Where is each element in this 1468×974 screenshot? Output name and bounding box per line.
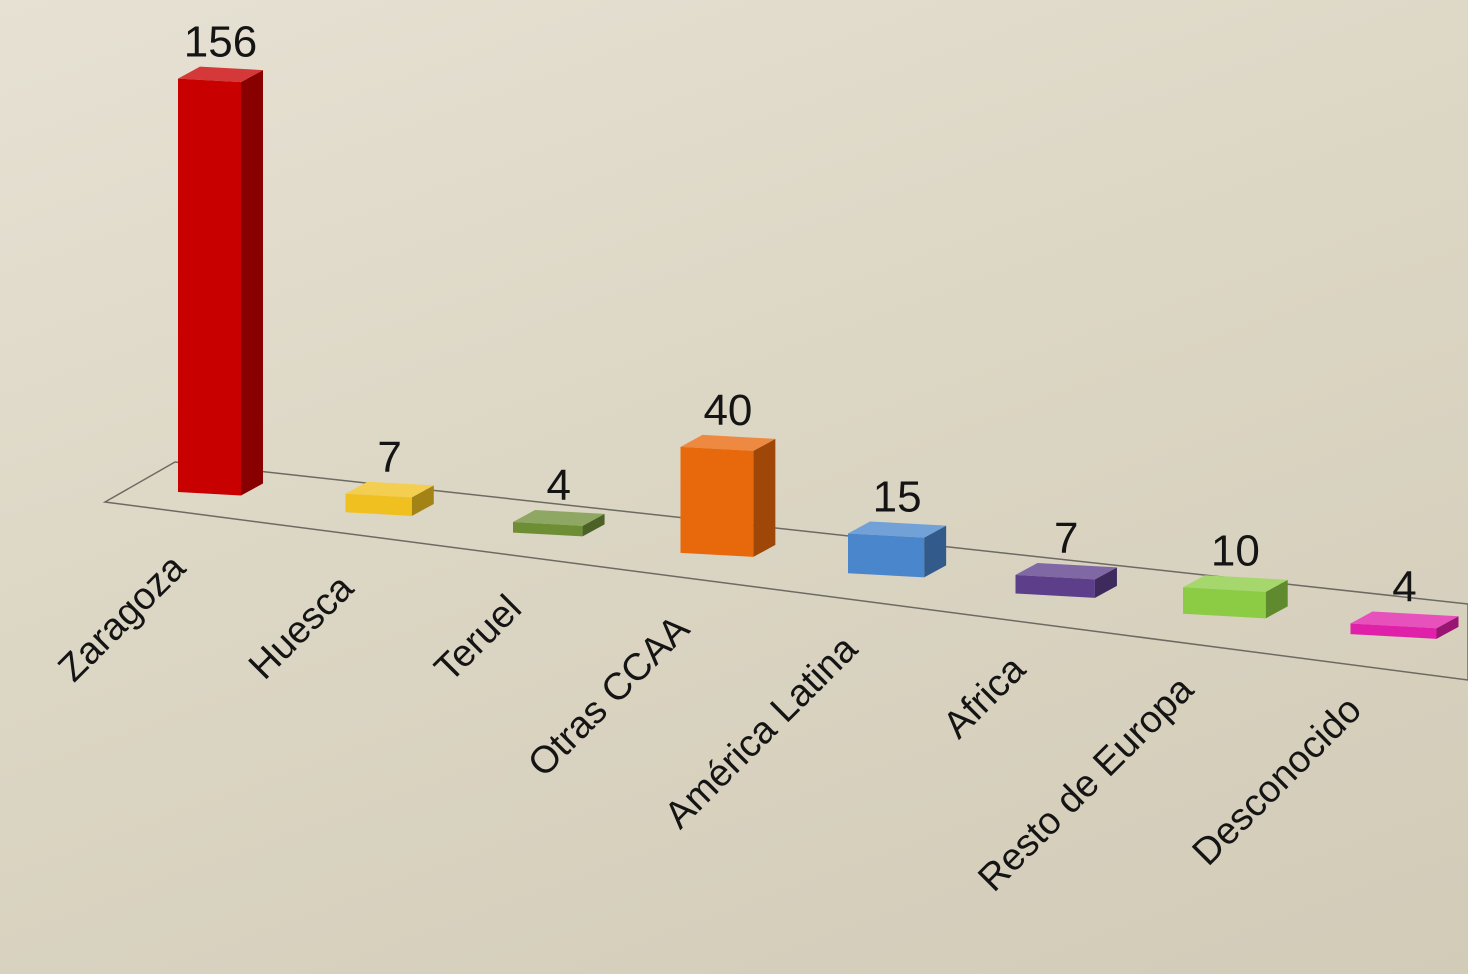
bar-side-otras-ccaa bbox=[753, 438, 776, 557]
bar-top-africa bbox=[1015, 562, 1117, 580]
category-label-desconocido: Desconocido bbox=[1185, 689, 1370, 874]
bar-top-teruel bbox=[513, 510, 605, 526]
bar-teruel bbox=[513, 510, 605, 537]
chart-floor bbox=[102, 461, 1468, 681]
value-label-america-latina: 15 bbox=[873, 472, 922, 521]
bar-side-zaragoza bbox=[241, 70, 263, 496]
bar-front-desconocido bbox=[1350, 623, 1437, 639]
bar-desconocido bbox=[1350, 611, 1459, 639]
bar-otras-ccaa bbox=[680, 434, 776, 557]
bar-top-huesca bbox=[345, 481, 434, 498]
bars-group bbox=[178, 66, 1459, 639]
bar-top-zaragoza bbox=[178, 66, 263, 83]
bar-front-zaragoza bbox=[178, 78, 241, 496]
value-label-huesca: 7 bbox=[377, 433, 401, 482]
bar-top-desconocido bbox=[1350, 611, 1459, 629]
bar-front-america-latina bbox=[848, 533, 925, 578]
bar-side-resto-de-europa bbox=[1265, 579, 1288, 619]
bar-top-america-latina bbox=[848, 521, 947, 538]
bar-front-huesca bbox=[345, 493, 412, 516]
category-label-teruel: Teruel bbox=[427, 587, 530, 690]
bar-side-america-latina bbox=[924, 525, 947, 578]
bar-huesca bbox=[345, 481, 434, 516]
bar-side-desconocido bbox=[1436, 616, 1459, 639]
bar-america-latina bbox=[848, 521, 947, 578]
bar-side-teruel bbox=[582, 513, 605, 537]
value-label-resto-de-europa: 10 bbox=[1211, 526, 1260, 575]
value-label-otras-ccaa: 40 bbox=[703, 386, 752, 435]
bar-front-africa bbox=[1015, 574, 1095, 598]
category-label-zaragoza: Zaragoza bbox=[51, 546, 195, 690]
bar-front-otras-ccaa bbox=[680, 446, 754, 557]
value-label-teruel: 4 bbox=[547, 461, 571, 510]
bar-zaragoza bbox=[178, 66, 263, 496]
value-label-africa: 7 bbox=[1054, 514, 1078, 563]
bar-top-resto-de-europa bbox=[1183, 575, 1288, 592]
bar-side-africa bbox=[1094, 567, 1117, 598]
bar-front-teruel bbox=[513, 522, 583, 537]
bar-resto-de-europa bbox=[1183, 575, 1288, 619]
bar-africa bbox=[1015, 562, 1117, 598]
category-label-america-latina: América Latina bbox=[657, 627, 867, 837]
category-label-otras-ccaa: Otras CCAA bbox=[520, 607, 698, 785]
category-label-huesca: Huesca bbox=[241, 566, 362, 687]
bar-top-otras-ccaa bbox=[680, 434, 776, 451]
value-label-zaragoza: 156 bbox=[184, 18, 257, 67]
category-label-africa: Africa bbox=[935, 648, 1034, 747]
bar-side-huesca bbox=[411, 485, 434, 516]
value-label-desconocido: 4 bbox=[1392, 563, 1416, 612]
bar-front-resto-de-europa bbox=[1183, 587, 1266, 619]
value-labels-group: 156 7 4 40 15 7 10 4 bbox=[184, 18, 1417, 612]
